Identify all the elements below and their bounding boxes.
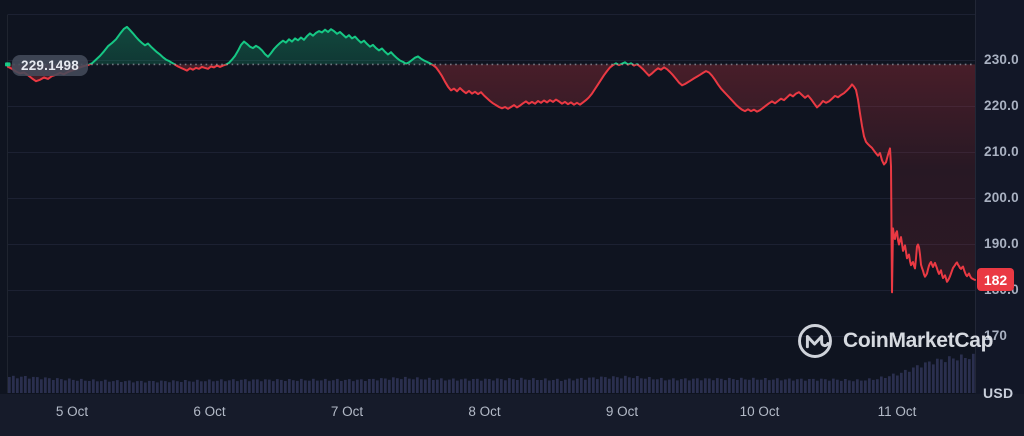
watermark-text: CoinMarketCap (843, 329, 994, 352)
x-axis-label: 7 Oct (330, 404, 364, 419)
x-axis-label: 5 Oct (55, 404, 89, 419)
baseline-price-label: 229.1498 (12, 55, 88, 76)
y-axis-label: 170 (984, 328, 1008, 343)
x-axis-label: 8 Oct (468, 404, 501, 419)
y-axis-label: 210.0 (984, 144, 1019, 159)
y-axis-label: 200.0 (984, 190, 1019, 205)
y-axis-label: 230.0 (984, 52, 1019, 67)
x-axis-strip (0, 394, 1024, 436)
y-axis-label: 190.0 (984, 236, 1019, 251)
x-axis-label: 6 Oct (193, 404, 226, 419)
coinmarketcap-watermark: CoinMarketCap (796, 322, 993, 360)
y-axis-label: 220.0 (984, 98, 1019, 113)
baseline-price-value: 229.1498 (21, 58, 79, 73)
x-axis-label: 10 Oct (739, 404, 780, 419)
x-axis-label: 11 Oct (877, 404, 917, 419)
coinmarketcap-logo-icon (798, 324, 832, 358)
currency-label: USD (983, 385, 1014, 401)
x-axis-label: 9 Oct (605, 404, 639, 419)
y-axis-strip (975, 0, 1024, 394)
last-price-badge: 182 (977, 268, 1014, 291)
